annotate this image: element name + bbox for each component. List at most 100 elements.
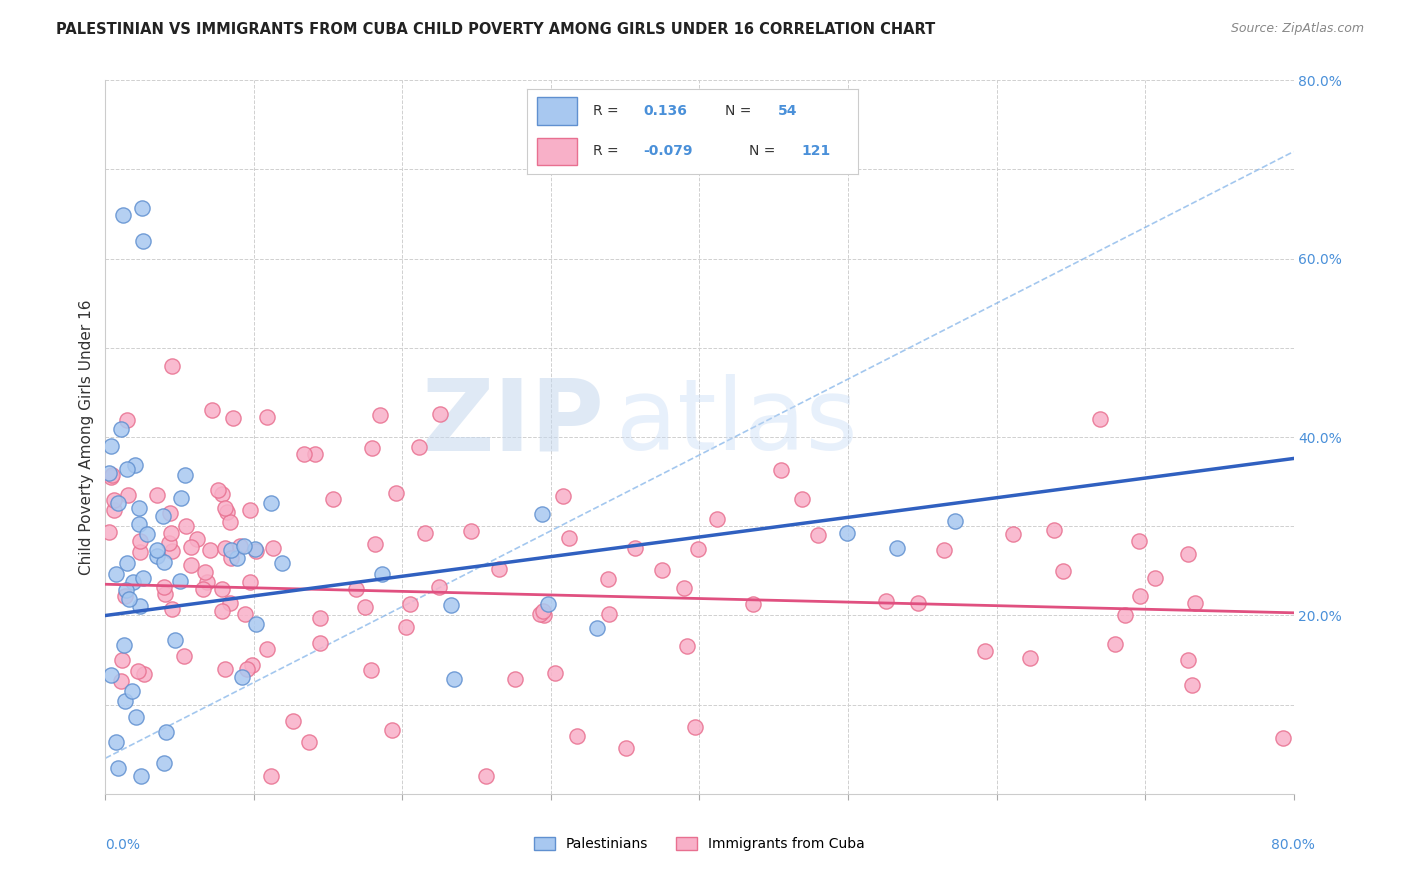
Point xyxy=(111,653,134,667)
Point xyxy=(114,589,136,603)
Point xyxy=(219,515,242,529)
Point xyxy=(624,541,647,555)
Point xyxy=(706,512,728,526)
Text: 0.136: 0.136 xyxy=(643,103,686,118)
Point xyxy=(304,447,326,461)
Point xyxy=(360,441,382,455)
Point xyxy=(1043,523,1066,537)
Point xyxy=(160,602,183,616)
Point xyxy=(381,723,404,737)
Point xyxy=(105,735,128,749)
Point xyxy=(236,662,259,676)
Point xyxy=(146,488,169,502)
Point xyxy=(180,540,202,554)
Text: N =: N = xyxy=(725,103,756,118)
Point xyxy=(103,492,125,507)
Point xyxy=(683,720,706,734)
Point xyxy=(557,531,579,545)
Point xyxy=(152,509,174,524)
Point xyxy=(934,543,956,558)
Point xyxy=(180,558,202,572)
FancyBboxPatch shape xyxy=(537,137,576,165)
Point xyxy=(322,491,344,506)
Text: 0.0%: 0.0% xyxy=(105,838,141,853)
Point xyxy=(1144,571,1167,585)
Point xyxy=(129,599,152,614)
Point xyxy=(344,582,367,596)
Point xyxy=(260,769,283,783)
Point xyxy=(114,582,136,597)
Text: ZIP: ZIP xyxy=(422,375,605,471)
Point xyxy=(129,545,152,559)
Point xyxy=(256,410,278,425)
Point xyxy=(211,604,233,618)
Point xyxy=(146,542,169,557)
Point xyxy=(567,729,589,743)
Point xyxy=(201,403,224,417)
Text: -0.079: -0.079 xyxy=(643,145,692,159)
Point xyxy=(309,636,332,650)
Point xyxy=(129,769,152,783)
Point xyxy=(1177,653,1199,667)
Point xyxy=(233,539,256,553)
Point xyxy=(741,597,763,611)
Point xyxy=(112,208,135,222)
Point xyxy=(124,458,146,472)
Point xyxy=(614,741,637,756)
Point xyxy=(186,532,208,546)
Point xyxy=(271,556,294,570)
Point xyxy=(110,422,132,436)
Point xyxy=(231,670,253,684)
Point xyxy=(427,580,450,594)
Point xyxy=(294,447,316,461)
Point xyxy=(153,587,176,601)
Point xyxy=(245,543,267,558)
Point xyxy=(157,536,180,550)
Point xyxy=(371,566,394,581)
Point xyxy=(440,599,463,613)
Text: PALESTINIAN VS IMMIGRANTS FROM CUBA CHILD POVERTY AMONG GIRLS UNDER 16 CORRELATI: PALESTINIAN VS IMMIGRANTS FROM CUBA CHIL… xyxy=(56,22,935,37)
Point xyxy=(160,543,183,558)
Point xyxy=(176,519,198,533)
Point xyxy=(98,524,121,539)
Point xyxy=(214,501,236,516)
Point xyxy=(155,725,177,739)
Point xyxy=(117,488,139,502)
Point xyxy=(225,550,247,565)
Point xyxy=(122,574,145,589)
Point xyxy=(239,502,262,516)
Point xyxy=(146,549,169,564)
Text: 54: 54 xyxy=(779,103,797,118)
Point xyxy=(529,607,551,621)
Point xyxy=(222,410,245,425)
Point xyxy=(368,408,391,422)
Point xyxy=(360,663,382,677)
Point xyxy=(530,508,553,522)
Point xyxy=(162,359,184,373)
Point xyxy=(875,594,897,608)
Text: R =: R = xyxy=(593,103,627,118)
Point xyxy=(1129,589,1152,603)
Point xyxy=(488,562,510,576)
Point xyxy=(460,524,482,538)
Point xyxy=(104,567,127,582)
Point xyxy=(214,662,236,676)
Point xyxy=(1184,596,1206,610)
Point xyxy=(384,486,406,500)
Point xyxy=(170,491,193,505)
Point xyxy=(191,582,214,596)
Point xyxy=(394,620,416,634)
Point xyxy=(114,694,136,708)
Point xyxy=(131,201,153,215)
Point xyxy=(127,665,149,679)
Point xyxy=(283,714,305,729)
Point xyxy=(688,541,710,556)
Point xyxy=(1128,534,1150,549)
Point xyxy=(309,610,332,624)
Point xyxy=(586,621,609,635)
Point xyxy=(907,596,929,610)
Point xyxy=(598,607,620,621)
Point xyxy=(673,581,696,595)
Point xyxy=(219,550,242,565)
Point xyxy=(551,489,574,503)
